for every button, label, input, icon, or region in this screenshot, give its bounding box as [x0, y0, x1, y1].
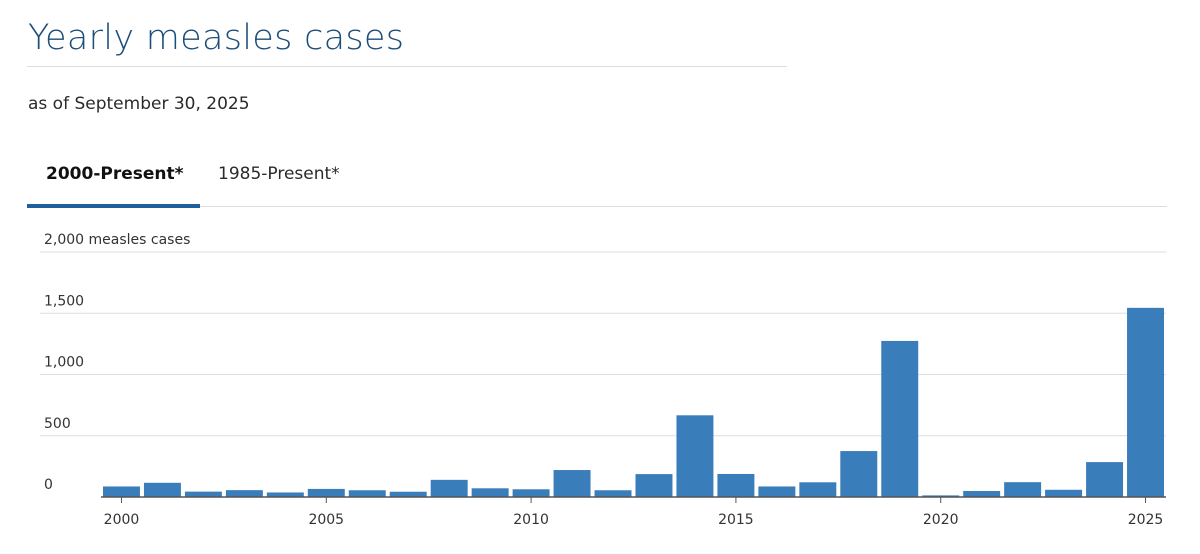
x-tick-label: 2000	[104, 512, 140, 528]
bar-2017[interactable]	[799, 482, 837, 497]
bar-2008[interactable]	[430, 479, 468, 497]
page-title: Yearly measles cases	[28, 18, 405, 58]
bar-2000[interactable]	[103, 486, 140, 497]
bar-2003[interactable]	[225, 490, 263, 497]
bar-2013[interactable]	[635, 474, 673, 497]
bar-2012[interactable]	[594, 490, 632, 497]
bar-2019[interactable]	[881, 340, 919, 497]
tab-2000-present-label: 2000-Present*	[46, 164, 184, 184]
bar-2014[interactable]	[676, 415, 714, 497]
y-tick-label: 1,000	[44, 355, 84, 371]
tab-bar: 2000-Present* 1985-Present*	[27, 150, 1167, 208]
y-tick-label: 0	[44, 477, 53, 493]
bar-2018[interactable]	[840, 451, 878, 497]
y-tick-label: 500	[44, 416, 71, 432]
title-divider	[27, 66, 787, 67]
bar-2002[interactable]	[184, 491, 222, 497]
bar-2011[interactable]	[553, 470, 591, 497]
bar-2025[interactable]	[1127, 307, 1164, 497]
x-tick-label: 2025	[1128, 512, 1164, 528]
page-subtitle: as of September 30, 2025	[28, 94, 250, 114]
bar-2007[interactable]	[389, 491, 427, 497]
x-tick-label: 2005	[308, 512, 344, 528]
bar-2016[interactable]	[758, 486, 796, 497]
bar-2015[interactable]	[717, 473, 755, 497]
bar-2004[interactable]	[266, 492, 304, 497]
bar-2001[interactable]	[143, 482, 181, 497]
y-tick-label: 2,000 measles cases	[44, 232, 190, 248]
bar-2021[interactable]	[963, 490, 1001, 497]
bar-2023[interactable]	[1045, 489, 1083, 497]
bar-2024[interactable]	[1086, 462, 1124, 497]
bar-2009[interactable]	[471, 488, 509, 497]
y-tick-label: 1,500	[44, 293, 84, 309]
tab-2000-present[interactable]: 2000-Present*	[46, 164, 184, 184]
tab-1985-present[interactable]: 1985-Present*	[218, 164, 340, 184]
bar-2005[interactable]	[307, 488, 345, 497]
tab-1985-present-label: 1985-Present*	[218, 164, 340, 184]
active-tab-indicator	[27, 204, 200, 208]
bar-2006[interactable]	[348, 490, 386, 497]
x-tick-label: 2010	[513, 512, 549, 528]
x-tick-label: 2020	[923, 512, 959, 528]
bar-2020[interactable]	[922, 495, 960, 497]
bar-2022[interactable]	[1004, 482, 1042, 497]
bar-2010[interactable]	[512, 489, 550, 497]
x-tick-label: 2015	[718, 512, 754, 528]
measles-bar-chart: 0 500 1,000 1,500 2,000 measles cases 2000 200…	[40, 232, 1166, 528]
